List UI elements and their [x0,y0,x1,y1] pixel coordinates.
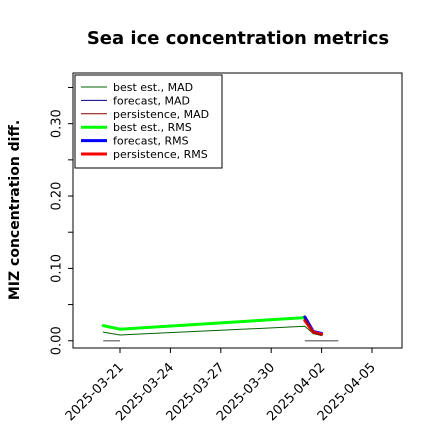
series-line [304,318,323,336]
y-tick-label: 0.00 [50,326,65,355]
legend-entry: persistence, RMS [113,148,208,161]
plot-frame [72,72,403,349]
legend-entry: best est., MAD [113,81,193,94]
legend-entry: persistence, MAD [113,108,209,121]
y-tick-label: 0.30 [50,109,65,138]
y-axis-label: MIZ concentration diff. [7,120,23,300]
y-tick-label: 0.20 [50,182,65,211]
series-line [101,316,324,336]
legend-entry: forecast, MAD [113,94,190,107]
chart-title: Sea ice concentration metrics [87,28,389,49]
legend-entry: best est., RMS [113,121,192,134]
legend-entry: forecast, RMS [113,135,189,148]
y-tick-label: 0.10 [50,254,65,283]
